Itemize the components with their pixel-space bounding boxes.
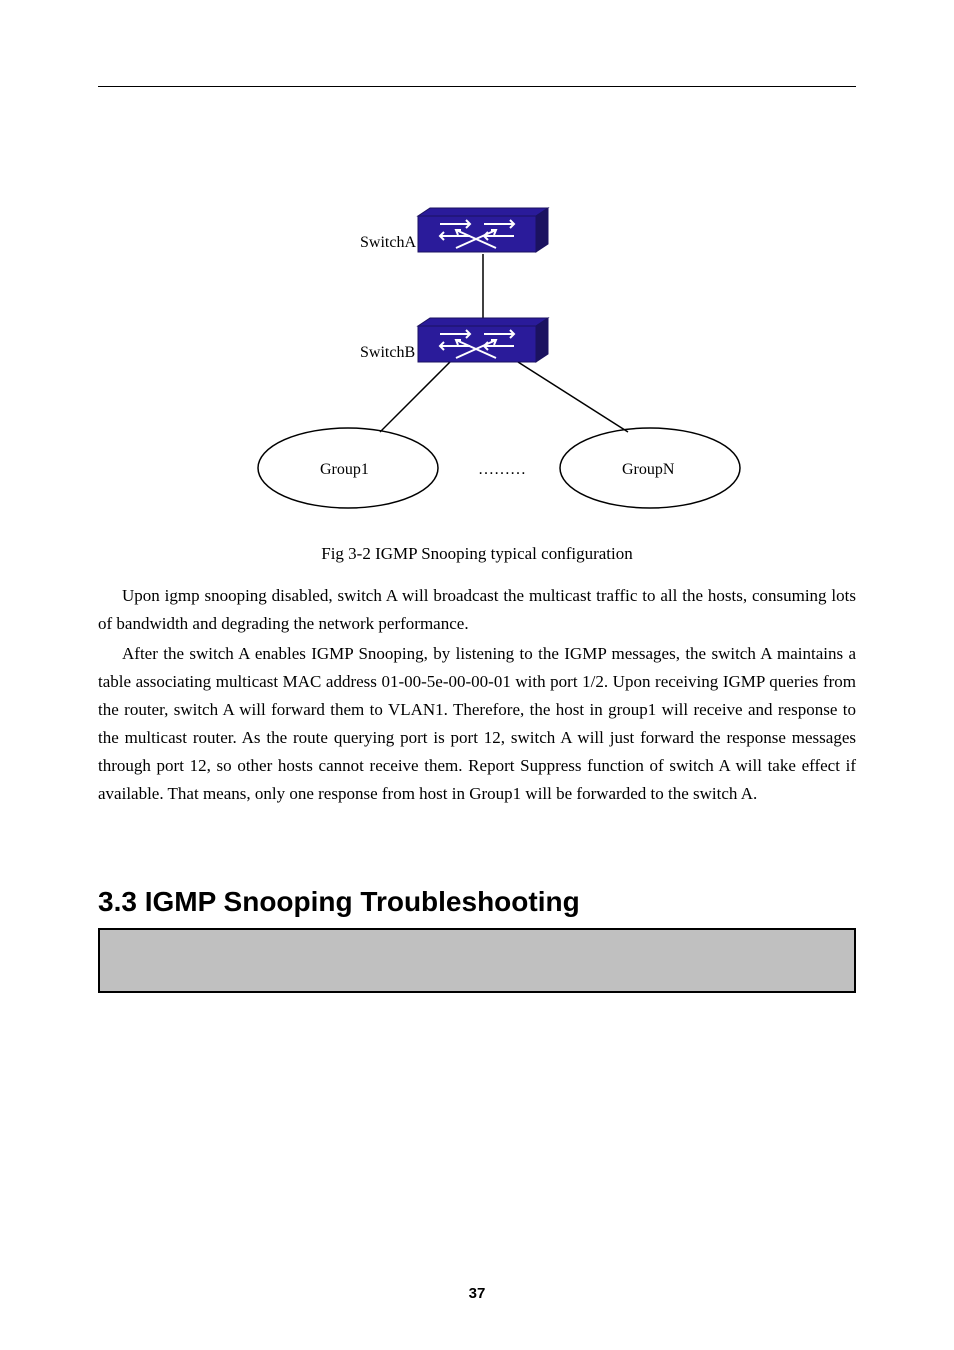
paragraph-2: After the switch A enables IGMP Snooping… [98, 640, 856, 808]
link-switchB-groupN [518, 362, 628, 432]
page-number: 37 [0, 1285, 954, 1302]
link-switchB-group1 [380, 362, 450, 432]
paragraph-1: Upon igmp snooping disabled, switch A wi… [98, 582, 856, 638]
switch-b-icon [418, 318, 548, 362]
switch-a-icon [418, 208, 548, 252]
ellipsis-dots: ……… [478, 461, 526, 478]
network-diagram: SwitchA SwitchB Group1 GroupN ……… [98, 198, 856, 538]
label-switch-b: SwitchB [360, 344, 415, 361]
label-groupN: GroupN [622, 461, 675, 478]
label-group1: Group1 [320, 461, 369, 478]
gray-bar [98, 928, 856, 993]
page-header [98, 68, 856, 87]
page-root: SwitchA SwitchB Group1 GroupN ……… Fig 3-… [0, 0, 954, 1350]
figure-caption: Fig 3-2 IGMP Snooping typical configurat… [98, 544, 856, 564]
header-rule [98, 86, 856, 87]
label-switch-a: SwitchA [360, 234, 416, 251]
diagram-area: SwitchA SwitchB Group1 GroupN ……… Fig 3-… [98, 198, 856, 564]
section-heading: 3.3 IGMP Snooping Troubleshooting [98, 886, 580, 918]
